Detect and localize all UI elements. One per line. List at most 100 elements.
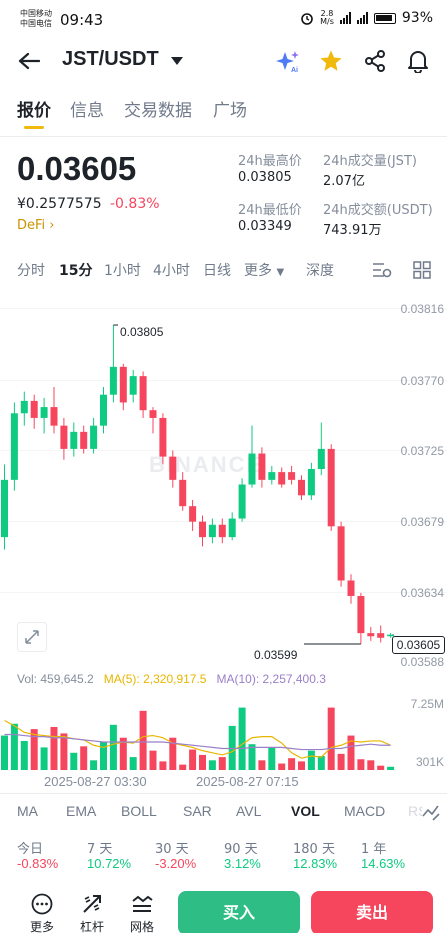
sell-button[interactable]: 卖出 — [311, 891, 433, 933]
tab-quote[interactable]: 报价 — [17, 101, 51, 121]
volume-bar — [119, 737, 127, 770]
perf-label-30d: 30 天 — [155, 842, 189, 857]
indicator-boll[interactable]: BOLL — [121, 803, 157, 819]
perf-label-1y: 1 年 — [361, 842, 387, 857]
ai-sparkle-icon[interactable]: Ai — [275, 50, 301, 74]
ma10-label: MA(10): 2,257,400.3 — [216, 672, 326, 686]
net-speed: 2.8 M/s — [320, 9, 334, 26]
indicator-ema[interactable]: EMA — [66, 803, 97, 819]
status-time: 09:43 — [60, 11, 104, 29]
interval-1h[interactable]: 1小时 — [104, 263, 141, 279]
interval-time-share[interactable]: 分时 — [17, 263, 45, 279]
grid-trading-label: 网格 — [129, 920, 154, 933]
candle-body — [189, 506, 197, 522]
volume-bar — [1, 735, 8, 770]
volume-bar — [218, 757, 226, 770]
volume-bar — [377, 765, 385, 770]
tab-square[interactable]: 广场 — [213, 101, 247, 121]
back-arrow-icon[interactable] — [18, 52, 40, 70]
share-icon[interactable] — [364, 50, 386, 72]
header: JST/USDT Ai — [0, 40, 447, 84]
battery-icon — [373, 12, 396, 24]
volume-bar — [288, 758, 296, 770]
leverage-button[interactable] — [74, 889, 110, 933]
candle-body — [327, 448, 335, 527]
caret-down-icon[interactable] — [171, 57, 183, 65]
interval-daily[interactable]: 日线 — [203, 263, 231, 279]
volume-chart[interactable] — [0, 688, 447, 772]
candle-body — [367, 633, 375, 637]
indicator-avl[interactable]: AVL — [236, 803, 262, 819]
price-change-pct: -0.83% — [110, 196, 160, 212]
volume-bar — [387, 766, 395, 770]
candle-body — [109, 366, 117, 395]
low-label: 24h最低价 — [238, 203, 302, 218]
volume-bar — [327, 707, 335, 770]
y-tick-label: 0.03770 — [400, 374, 444, 388]
high-label: 24h最高价 — [238, 154, 302, 169]
gridline — [0, 380, 447, 381]
indicator-ma[interactable]: MA — [17, 803, 38, 819]
perf-label-7d: 7 天 — [87, 842, 113, 857]
volume-bar — [278, 763, 286, 770]
volume-bar — [169, 737, 177, 770]
status-bar: 中国移动 中国电信 09:43 2.8 M/s 93% — [0, 0, 447, 40]
pair-title[interactable]: JST/USDT — [62, 48, 159, 70]
watermark: BINANCE — [149, 452, 264, 477]
bell-icon[interactable] — [407, 49, 429, 73]
interval-15m[interactable]: 15分 — [59, 263, 93, 279]
interval-more[interactable]: 更多 ▼ — [244, 263, 285, 279]
candle-body — [238, 484, 246, 519]
main-tabs: 报价 信息 交易数据 广场 — [0, 92, 447, 132]
candle-body — [218, 524, 226, 538]
volume-bar — [60, 733, 68, 770]
vol-base-value: 2.07亿 — [323, 174, 365, 189]
gridline — [0, 450, 447, 451]
tab-info[interactable]: 信息 — [70, 101, 104, 121]
category-tag[interactable]: DeFi › — [17, 218, 55, 233]
indicator-vol[interactable]: VOL — [291, 803, 320, 819]
fullscreen-button[interactable] — [17, 622, 47, 652]
grid-layout-icon[interactable] — [413, 261, 431, 279]
volume-bar — [30, 729, 38, 770]
interval-depth[interactable]: 深度 — [306, 263, 334, 279]
chart-settings-icon[interactable] — [372, 261, 392, 279]
candle-body — [228, 518, 236, 538]
volume-bar — [80, 746, 88, 770]
caret-down-icon: ▼ — [276, 267, 285, 278]
volume-bar — [337, 753, 345, 770]
gridline — [0, 521, 447, 522]
volume-bar — [40, 747, 48, 770]
vol-label: Vol: 459,645.2 — [17, 672, 94, 686]
candlestick-chart[interactable] — [0, 300, 447, 670]
more-button[interactable] — [24, 889, 60, 933]
volume-bar — [357, 759, 365, 770]
tab-trade-data[interactable]: 交易数据 — [124, 101, 192, 121]
candle-body — [278, 472, 286, 485]
candle-body — [129, 376, 137, 395]
interval-4h[interactable]: 4小时 — [153, 263, 190, 279]
favorite-star-icon[interactable] — [319, 49, 343, 73]
more-dots-icon — [31, 893, 53, 915]
chevron-right-icon: › — [49, 218, 55, 233]
candle-body — [387, 634, 395, 637]
volume-bar — [109, 724, 117, 770]
buy-button[interactable]: 买入 — [178, 891, 300, 933]
indicator-rsi[interactable]: RSI — [408, 803, 422, 819]
volume-bar — [367, 760, 375, 770]
candle-body — [80, 431, 88, 449]
signal-icon — [339, 12, 351, 24]
ma10-line — [4, 733, 391, 751]
last-price: 0.03605 — [17, 150, 137, 187]
indicator-macd[interactable]: MACD — [344, 803, 386, 819]
y-tick-label: 0.03679 — [400, 515, 444, 529]
volume-bar — [258, 760, 266, 770]
grid-trading-button[interactable] — [124, 889, 160, 933]
volume-bar — [100, 742, 107, 770]
candle-body — [208, 524, 216, 538]
indicator-edit-icon[interactable] — [421, 802, 441, 822]
battery-level: 93% — [401, 10, 433, 26]
perf-label-today: 今日 — [17, 842, 44, 857]
indicator-sar[interactable]: SAR — [183, 803, 212, 819]
perf-value-7d: 10.72% — [87, 856, 132, 871]
